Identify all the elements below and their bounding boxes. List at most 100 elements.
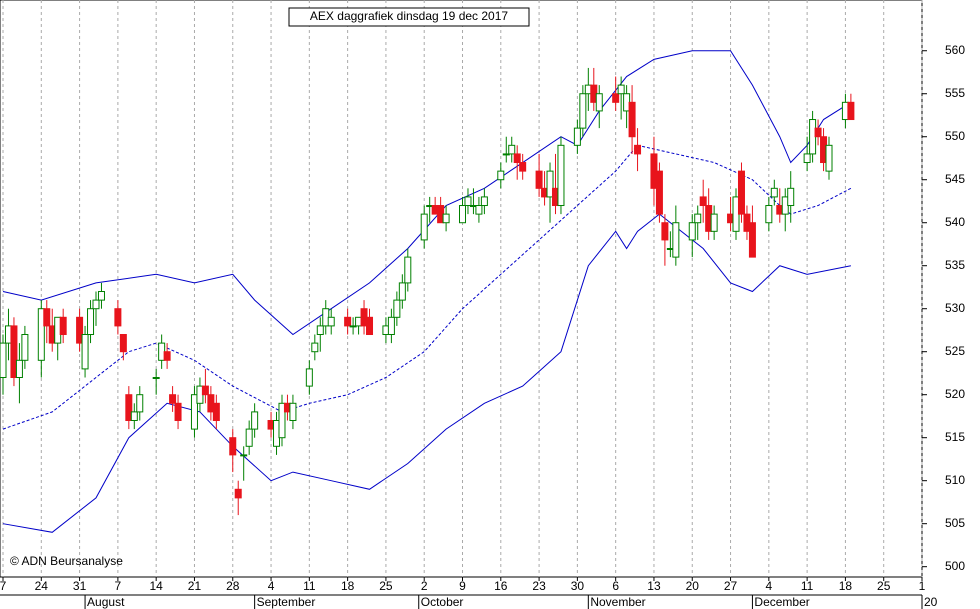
- y-tick-label: 560: [945, 43, 965, 57]
- candle-body: [475, 205, 483, 215]
- x-tick-label: 11: [801, 579, 814, 593]
- x-tick-label: 6: [612, 579, 619, 593]
- y-tick-label: 510: [945, 473, 965, 487]
- candle-body: [311, 342, 319, 353]
- candle-body: [546, 170, 554, 198]
- x-tick-label: 4: [268, 579, 275, 593]
- x-tick-label: 23: [532, 579, 546, 593]
- candle-body: [130, 411, 138, 421]
- x-tick-label: 21: [188, 579, 202, 593]
- y-tick-label: 500: [945, 559, 965, 573]
- x-tick-label: 25: [877, 579, 891, 593]
- candle-body: [251, 411, 259, 430]
- candle-body: [169, 394, 177, 404]
- x-tick-label: 2: [421, 579, 428, 593]
- candle-body: [787, 187, 795, 207]
- candle-body: [212, 402, 220, 421]
- x-tick-label: 9: [459, 579, 466, 593]
- candle-body: [497, 170, 505, 181]
- candle-body: [114, 308, 122, 327]
- title-box: [288, 7, 530, 27]
- x-tick-label: 27: [724, 579, 738, 593]
- x-tick-label: 31: [73, 579, 87, 593]
- candle-body: [81, 334, 89, 370]
- candle-body: [847, 101, 855, 121]
- candle-body: [240, 454, 248, 457]
- x-tick-label: 20: [686, 579, 700, 593]
- candle-body: [513, 153, 521, 164]
- candle-body: [76, 316, 84, 344]
- candle-body: [699, 196, 707, 207]
- candle-body: [420, 213, 428, 241]
- candle-body: [327, 316, 335, 327]
- candle-body: [125, 394, 133, 421]
- candle-body: [201, 385, 209, 396]
- month-label: December: [754, 595, 809, 609]
- candle-body: [688, 222, 696, 241]
- y-tick-label: 545: [945, 172, 965, 186]
- candle-body: [770, 187, 778, 198]
- y-tick-label: 555: [945, 86, 965, 100]
- month-label: November: [590, 595, 645, 609]
- candle-body: [404, 256, 412, 284]
- candle-body: [661, 222, 669, 241]
- month-label: September: [257, 595, 316, 609]
- candle-body: [136, 394, 144, 413]
- y-tick-label: 530: [945, 301, 965, 315]
- candle-body: [398, 282, 406, 301]
- candle-body: [655, 170, 663, 215]
- x-tick-label: 13: [647, 579, 661, 593]
- candle-body: [305, 368, 313, 387]
- candle-body: [245, 428, 253, 447]
- copyright: © ADN Beursanalyse: [10, 554, 123, 568]
- candle-body: [190, 394, 198, 430]
- x-tick-label: 24: [35, 579, 49, 593]
- candle-body: [15, 359, 23, 379]
- chart-title: AEX daggrafiek dinsdag 19 dec 2017: [310, 9, 508, 23]
- y-tick-label: 520: [945, 387, 965, 401]
- candle-body: [92, 299, 100, 310]
- candle-body: [694, 213, 702, 224]
- candle-body: [366, 316, 374, 336]
- month-label: 20: [924, 595, 938, 609]
- candle-body: [43, 308, 51, 327]
- candle-body: [344, 316, 352, 327]
- candle-body: [617, 84, 625, 95]
- y-tick-label: 535: [945, 258, 965, 272]
- candle-body: [535, 170, 543, 189]
- candle-body: [710, 213, 718, 232]
- candle-body: [442, 213, 450, 224]
- x-tick-label: 16: [494, 579, 508, 593]
- y-tick-label: 525: [945, 344, 965, 358]
- candle-body: [459, 205, 467, 224]
- y-tick-label: 505: [945, 516, 965, 530]
- candle-body: [480, 196, 488, 207]
- candle-body: [316, 325, 324, 336]
- candle-body: [174, 402, 182, 421]
- candle-body: [519, 162, 527, 172]
- month-label: August: [87, 595, 125, 609]
- y-tick-label: 540: [945, 215, 965, 229]
- x-tick-label: 7: [115, 579, 122, 593]
- bollinger-band: [2, 144, 852, 430]
- candle-body: [119, 334, 127, 353]
- candle-body: [825, 144, 833, 172]
- month-label: October: [421, 595, 464, 609]
- x-tick-label: 30: [571, 579, 585, 593]
- candle-body: [393, 299, 401, 318]
- x-tick-label: 25: [379, 579, 393, 593]
- x-tick-label: 1: [919, 579, 926, 593]
- plot-frame: [0, 0, 923, 578]
- x-tick-label: 4: [765, 579, 772, 593]
- candle-body: [97, 291, 105, 301]
- candle-body: [628, 101, 636, 138]
- candle-body: [37, 308, 45, 361]
- y-tick-label: 550: [945, 129, 965, 143]
- candle-body: [672, 222, 680, 258]
- candle-body: [573, 127, 581, 146]
- x-tick-label: 28: [226, 579, 240, 593]
- candle-body: [765, 205, 773, 224]
- candle-body: [579, 93, 587, 129]
- x-tick-label: 11: [303, 579, 316, 593]
- candle-body: [21, 334, 29, 361]
